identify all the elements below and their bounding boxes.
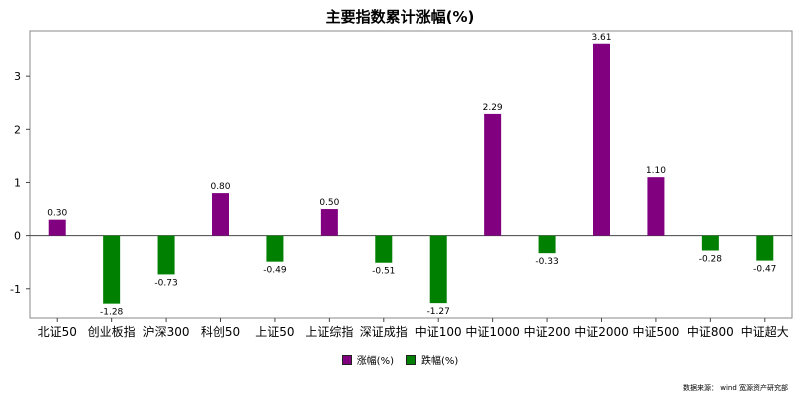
data-label: 0.30: [47, 209, 67, 219]
x-tick-label: 中证2000: [574, 324, 629, 339]
legend-item-down: 跌幅(%): [406, 352, 458, 367]
bar-down: [429, 235, 447, 304]
bar-down: [375, 235, 393, 263]
data-label: 0.50: [319, 198, 339, 208]
x-tick-label: 中证500: [632, 324, 679, 339]
legend-swatch-down: [406, 354, 416, 365]
legend-label-up: 涨幅(%): [356, 356, 394, 367]
y-tick-label: 1: [14, 176, 21, 189]
x-tick-label: 中证1000: [465, 324, 520, 339]
data-label: 3.61: [591, 33, 611, 43]
bar-down: [756, 235, 774, 261]
bar-down: [266, 235, 284, 262]
data-label: -0.28: [699, 255, 723, 265]
x-tick-label: 科创50: [201, 325, 240, 339]
x-tick-label: 沪深300: [143, 325, 190, 339]
bar-up: [320, 209, 338, 236]
y-tick-label: 0: [14, 230, 21, 243]
data-label: -0.33: [535, 257, 558, 267]
legend-swatch-up: [341, 354, 352, 365]
legend-item-up: 涨幅(%): [341, 352, 394, 367]
legend: 涨幅(%) 跌幅(%): [0, 352, 800, 367]
bar-down: [157, 235, 175, 275]
x-tick-label: 北证50: [38, 325, 77, 339]
y-tick-label: 3: [14, 70, 21, 83]
data-label: -0.49: [263, 266, 287, 276]
bar-up: [212, 193, 229, 236]
bar-down: [538, 235, 556, 254]
data-label: -0.47: [753, 265, 776, 275]
x-tick-label: 中证200: [524, 324, 571, 339]
bar-down: [701, 235, 719, 251]
data-label: 2.29: [483, 103, 503, 113]
x-tick-label: 中证800: [687, 324, 734, 339]
x-tick-label: 上证综指: [305, 324, 353, 339]
bar-down: [103, 235, 121, 304]
x-tick-label: 中证超大: [741, 324, 789, 339]
data-label: -1.27: [427, 307, 450, 317]
chart-title: 主要指数累计涨幅(%): [325, 8, 475, 26]
x-tick-label: 创业板指: [88, 324, 136, 339]
x-tick-label: 中证100: [415, 324, 462, 339]
plot-frame: [29, 30, 793, 319]
data-label: -0.73: [154, 278, 177, 288]
data-label: -0.51: [372, 267, 395, 277]
bar-up: [647, 177, 665, 236]
y-tick-label: 2: [14, 123, 21, 136]
data-source-note: 数据来源： wind 宽源资产研究部: [683, 384, 788, 392]
bar-up: [593, 43, 610, 236]
x-tick-label: 深证成指: [360, 324, 408, 339]
data-label: -1.28: [100, 308, 124, 318]
data-label: 0.80: [210, 182, 230, 192]
bar-up: [484, 113, 502, 236]
legend-label-down: 跌幅(%): [421, 356, 459, 367]
bar-up: [48, 219, 66, 236]
data-label: 1.10: [646, 166, 666, 176]
y-tick-label: -1: [10, 283, 21, 296]
x-tick-label: 上证50: [255, 325, 294, 339]
